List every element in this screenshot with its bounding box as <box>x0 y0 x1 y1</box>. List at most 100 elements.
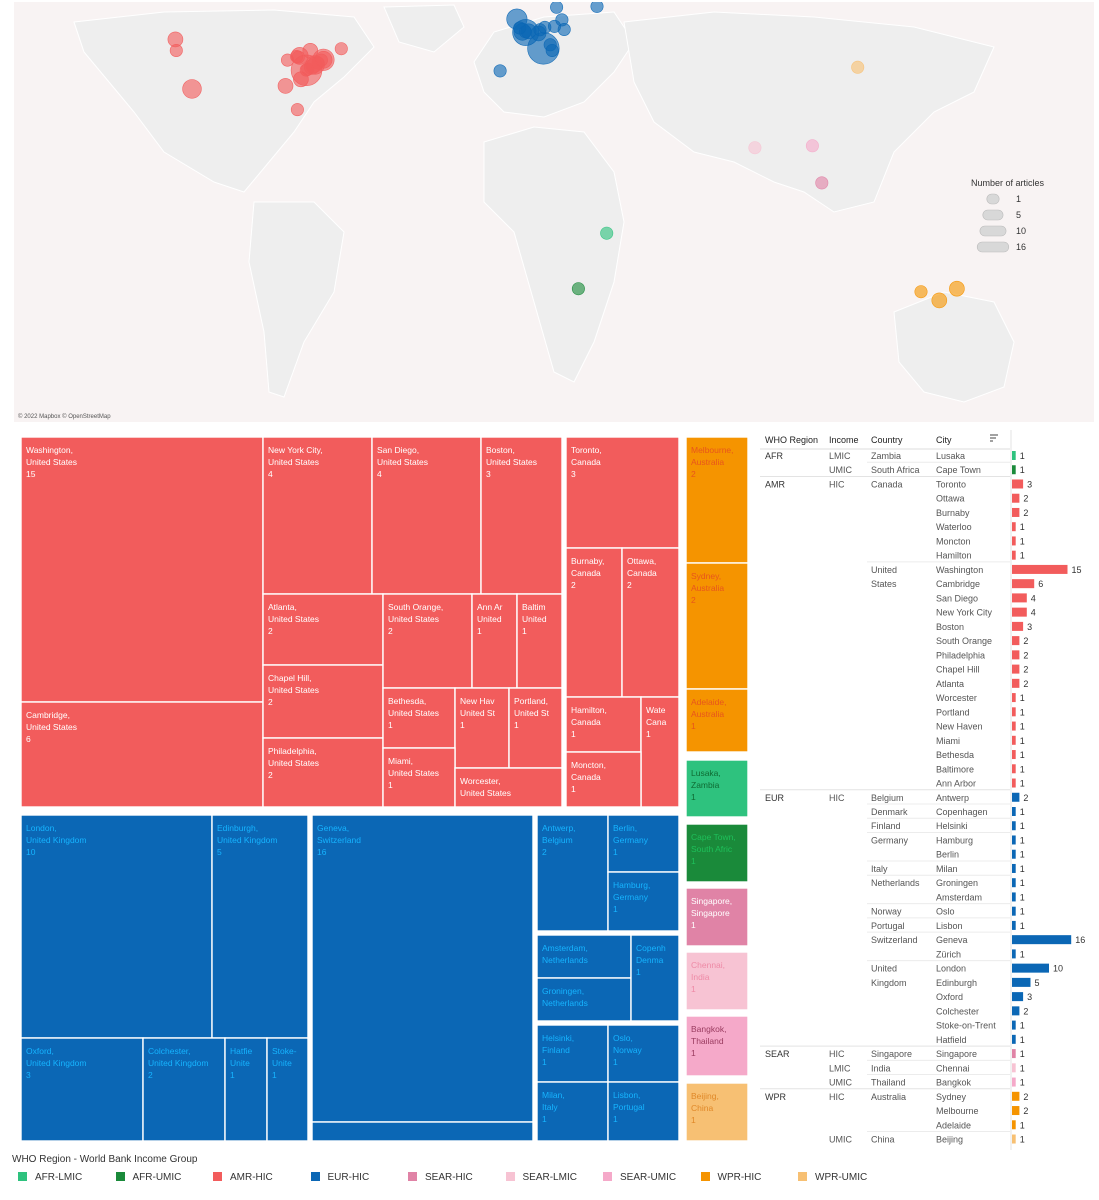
map-bubble-miami[interactable] <box>290 103 304 117</box>
legend-item-eur-hic[interactable]: EUR-HIC <box>310 1172 369 1183</box>
treemap-tile-rect[interactable] <box>640 696 680 808</box>
table-row-helsinki[interactable]: Finland Helsinki 1 <box>867 817 1025 831</box>
treemap-tile-new-hav-united-st[interactable]: New Hav United St 1 <box>454 687 510 769</box>
table-row-ann-arbor[interactable]: Ann Arbor 1 <box>936 778 1025 789</box>
legend-item-wpr-umic[interactable]: WPR-UMIC <box>798 1172 867 1183</box>
map-bubble-portland[interactable] <box>169 43 183 57</box>
treemap-tile-moncton-canada[interactable]: Moncton, Canada 1 <box>565 751 642 808</box>
table-row-cape-town[interactable]: UMIC South Africa Cape Town 1 <box>829 461 1025 475</box>
map-bubble-melbourne[interactable] <box>931 292 948 309</box>
table-row-bangkok[interactable]: UMIC Thailand Bangkok 1 <box>829 1074 1025 1088</box>
treemap-tile-bethesda-united-states[interactable]: Bethesda, United States 1 <box>382 687 456 749</box>
treemap-tile-rect[interactable] <box>262 436 373 595</box>
bar-colchester[interactable] <box>1012 1006 1020 1016</box>
map-bubble-worcester[interactable] <box>314 53 328 67</box>
treemap-tile-beijing-china[interactable]: Beijing, China 1 <box>685 1082 749 1142</box>
treemap-tile-ann-ar-united[interactable]: Ann Ar United 1 <box>471 593 518 689</box>
bar-new-york-city[interactable] <box>1012 607 1027 617</box>
table-row-edinburgh[interactable]: Edinburgh 5 <box>936 977 1040 988</box>
bar-oxford[interactable] <box>1012 992 1024 1002</box>
treemap-tile-copenh-denma[interactable]: Copenh Denma 1 <box>630 934 680 1022</box>
table-row-atlanta[interactable]: Atlanta 2 <box>936 678 1028 689</box>
treemap-tile-rect[interactable] <box>20 1037 144 1142</box>
treemap-tile-rect[interactable] <box>211 814 309 1039</box>
bar-london[interactable] <box>1012 963 1049 973</box>
map-bubble-cape-town[interactable] <box>571 282 585 296</box>
bar-edinburgh[interactable] <box>1012 977 1031 987</box>
treemap-tile-rect[interactable] <box>262 664 384 739</box>
bar-philadelphia[interactable] <box>1012 650 1020 660</box>
treemap-tile-burnaby-canada[interactable]: Burnaby, Canada 2 <box>565 547 623 698</box>
bar-washington[interactable] <box>1012 564 1068 574</box>
treemap-tile-rect[interactable] <box>565 751 642 808</box>
table-row-bethesda[interactable]: Bethesda 1 <box>936 750 1025 760</box>
treemap-tile-cape-town-south-afric[interactable]: Cape Town, South Afric 1 <box>685 823 749 883</box>
legend-item-afr-umic[interactable]: AFR-UMIC <box>115 1172 181 1183</box>
bar-lusaka[interactable] <box>1012 451 1016 460</box>
treemap-tile-rect[interactable] <box>607 814 680 873</box>
table-row-sydney[interactable]: WPR HIC Australia Sydney 2 <box>760 1088 1028 1102</box>
treemap-tile-melbourne-australia[interactable]: Melbourne, Australia 2 <box>685 436 749 564</box>
table-row-hamburg[interactable]: Germany Hamburg 1 <box>867 831 1025 845</box>
treemap-tile-bangkok-thailand[interactable]: Bangkok, Thailand 1 <box>685 1015 749 1077</box>
bar-melbourne[interactable] <box>1012 1106 1020 1116</box>
table-row-colchester[interactable]: Colchester 2 <box>936 1006 1028 1016</box>
treemap-tile-rect[interactable] <box>685 759 749 818</box>
table-row-san-diego[interactable]: San Diego 4 <box>936 593 1036 603</box>
legend-item-amr-hic[interactable]: AMR-HIC <box>213 1172 273 1183</box>
bar-boston[interactable] <box>1012 621 1024 631</box>
table-row-oxford[interactable]: Oxford 3 <box>936 992 1032 1002</box>
bar-san-diego[interactable] <box>1012 593 1027 603</box>
treemap-tile-atlanta-united-states[interactable]: Atlanta, United States 2 <box>262 593 384 666</box>
bar-hamilton[interactable] <box>1012 550 1016 560</box>
table-row-toronto[interactable]: AMR HIC Canada Toronto 3 <box>760 475 1032 489</box>
table-row-lusaka[interactable]: AFR LMIC Zambia Lusaka 1 <box>765 451 1025 461</box>
table-row-milan[interactable]: Italy Milan 1 <box>867 860 1025 874</box>
table-row-geneva[interactable]: Switzerland Geneva 16 <box>867 931 1085 945</box>
treemap-tile-berlin-germany[interactable]: Berlin, Germany 1 <box>607 814 680 873</box>
table-row-copenhagen[interactable]: Denmark Copenhagen 1 <box>867 803 1025 817</box>
treemap-tile-rect[interactable] <box>565 696 642 753</box>
treemap-tile-rect[interactable] <box>142 1037 226 1142</box>
table-row-ottawa[interactable]: Ottawa 2 <box>936 493 1028 504</box>
bar-atlanta[interactable] <box>1012 678 1020 688</box>
bar-beijing[interactable] <box>1012 1134 1016 1144</box>
map-bubble-singapore[interactable] <box>815 176 829 190</box>
bar-ottawa[interactable] <box>1012 493 1020 503</box>
map-bubble-bangkok[interactable] <box>805 139 819 153</box>
treemap-tile-rect[interactable] <box>685 436 749 564</box>
treemap-tile-rect[interactable] <box>607 871 680 932</box>
treemap-tile-washington-united-states[interactable]: Washington, United States 15 <box>20 436 264 703</box>
treemap-tile-amsterdam-netherlands[interactable]: Amsterdam, Netherlands <box>536 934 632 979</box>
treemap-tile-rect[interactable] <box>607 1024 680 1083</box>
treemap-tile-rect[interactable] <box>382 593 473 689</box>
treemap-tile-cambridge-united-states[interactable]: Cambridge, United States 6 <box>20 701 264 808</box>
bar-helsinki[interactable] <box>1012 821 1016 831</box>
bar-berlin[interactable] <box>1012 849 1016 859</box>
treemap-tile-rect[interactable] <box>607 1081 680 1142</box>
table-row-moncton[interactable]: Moncton 1 <box>936 536 1025 546</box>
bar-moncton[interactable] <box>1012 536 1016 546</box>
treemap-tile-rect[interactable] <box>382 747 456 808</box>
treemap-tile-hatfie-unite[interactable]: Hatfie Unite 1 <box>224 1037 268 1142</box>
bar-zurich[interactable] <box>1012 949 1016 959</box>
table-row-beijing[interactable]: UMIC China Beijing 1 <box>829 1131 1025 1145</box>
bar-geneva[interactable] <box>1012 935 1072 945</box>
treemap-tile-rect[interactable] <box>536 1081 609 1142</box>
table-row-singapore[interactable]: SEAR HIC Singapore Singapore 1 <box>760 1045 1025 1059</box>
treemap-tile-colchester-united-kingdom[interactable]: Colchester, United Kingdom 2 <box>142 1037 226 1142</box>
bar-bangkok[interactable] <box>1012 1077 1016 1087</box>
bar-chennai[interactable] <box>1012 1063 1016 1073</box>
bar-milan[interactable] <box>1012 863 1016 873</box>
treemap-tile-rect[interactable] <box>685 887 749 947</box>
world-bubble-map[interactable]: © 2022 Mapbox © OpenStreetMap Number of … <box>14 2 1094 422</box>
treemap-tile-philadelphia-united-states[interactable]: Philadelphia, United States 2 <box>262 737 384 808</box>
bar-amsterdam[interactable] <box>1012 892 1016 902</box>
bar-south-orange[interactable] <box>1012 636 1020 646</box>
treemap-tile-oxford-united-kingdom[interactable]: Oxford, United Kingdom 3 <box>20 1037 144 1142</box>
sort-icon[interactable] <box>990 434 998 442</box>
treemap-tile-miami-united-states[interactable]: Miami, United States 1 <box>382 747 456 808</box>
table-row-new-haven[interactable]: New Haven 1 <box>936 721 1025 732</box>
treemap-tile-oslo-norway[interactable]: Oslo, Norway 1 <box>607 1024 680 1083</box>
table-row-stoke-on-trent[interactable]: Stoke-on-Trent 1 <box>936 1020 1025 1031</box>
